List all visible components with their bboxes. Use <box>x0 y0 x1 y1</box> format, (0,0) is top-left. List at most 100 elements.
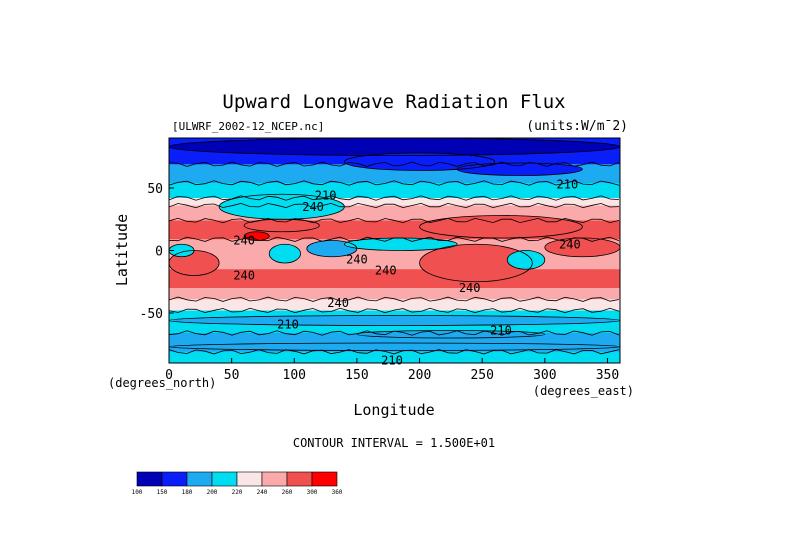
latitude-band <box>169 355 620 360</box>
contour-label: 240 <box>375 264 397 278</box>
contour-line <box>169 307 620 314</box>
units-label: (units:W/m¯2) <box>526 119 628 134</box>
x-tick-label: 0 <box>165 368 173 383</box>
contour-ring <box>306 240 358 258</box>
latitude-band <box>169 258 620 263</box>
contour-label: 210 <box>381 354 403 368</box>
anomaly-region <box>419 215 583 238</box>
colorbar-tick-label: 260 <box>282 489 293 496</box>
contour-ring <box>419 243 533 283</box>
anomaly-region <box>169 315 620 326</box>
colorbar-swatch <box>136 471 163 487</box>
latitude-band <box>169 254 620 259</box>
colorbar-swatch <box>286 471 313 487</box>
latitude-band <box>169 273 620 278</box>
latitude-band <box>169 306 620 312</box>
contour-line <box>169 349 620 355</box>
latitude-band <box>169 288 620 293</box>
x-tick-label: 100 <box>283 368 306 383</box>
colorbar-swatch <box>186 471 213 487</box>
latitude-band <box>169 228 620 233</box>
contour-line <box>169 180 620 186</box>
latitude-band <box>169 265 620 270</box>
contour-ring <box>243 231 270 241</box>
source-label: [ULWRF_2002-12_NCEP.nc] <box>172 120 324 133</box>
y-tick-label: -50 <box>140 307 163 322</box>
y-axis-label: Latitude <box>113 214 131 286</box>
latitude-band <box>169 183 620 188</box>
contour-label: 210 <box>277 317 299 331</box>
contour-line <box>169 161 620 167</box>
contour-label: 240 <box>233 269 255 283</box>
latitude-band <box>169 231 620 237</box>
latitude-band <box>169 325 620 330</box>
contour-label: 240 <box>559 237 581 251</box>
latitude-band <box>169 261 620 267</box>
colorbar-swatch <box>211 471 238 487</box>
anomaly-region <box>344 238 458 251</box>
anomaly-region <box>269 244 301 263</box>
anomaly-region <box>169 138 620 156</box>
latitude-band <box>169 284 620 289</box>
latitude-band <box>169 291 620 297</box>
colorbar-swatch <box>311 471 338 487</box>
latitude-band <box>169 175 620 180</box>
latitude-band <box>169 269 620 274</box>
contour-label: 210 <box>315 189 337 203</box>
contour-line <box>169 195 620 201</box>
contour-label: 240 <box>233 234 255 248</box>
contour-line <box>169 330 620 336</box>
regional-anomalies <box>169 138 620 351</box>
y-tick-label: 0 <box>155 245 163 260</box>
latitude-band <box>169 213 620 218</box>
x-tick-label: 250 <box>470 368 493 383</box>
latitude-band <box>169 205 620 210</box>
colorbar-swatch <box>161 471 188 487</box>
colorbar: 100 150 180 200 220 240 260 300 360 <box>132 471 343 496</box>
y-axis-ticks: 50 0 -50 <box>140 182 174 322</box>
contour-line <box>169 236 620 242</box>
anomaly-region <box>244 231 270 241</box>
anomaly-region <box>169 343 620 351</box>
colorbar-tick-label: 180 <box>182 489 193 496</box>
anomaly-region <box>169 244 195 257</box>
latitude-band <box>169 201 620 207</box>
contour-label: 240 <box>459 281 481 295</box>
colorbar-tick-label: 220 <box>232 489 243 496</box>
x-tick-label: 200 <box>408 368 431 383</box>
latitude-band <box>169 190 620 195</box>
latitude-band <box>169 186 620 192</box>
anomaly-region <box>457 163 583 176</box>
latitude-band <box>169 171 620 177</box>
x-tick-label: 50 <box>224 368 240 383</box>
latitude-band <box>169 250 620 255</box>
contour-lines <box>169 138 620 355</box>
y-units-label: (degrees_north) <box>108 376 216 390</box>
contour-ring <box>169 243 195 258</box>
anomaly-region <box>244 219 320 232</box>
x-tick-label: 300 <box>533 368 556 383</box>
latitude-band <box>169 303 620 308</box>
chart-title: Upward Longwave Radiation Flux <box>222 91 565 113</box>
colorbar-tick-label: 200 <box>207 489 218 496</box>
contour-ring <box>243 218 320 233</box>
latitude-band <box>169 310 620 315</box>
latitude-band <box>169 280 620 285</box>
anomaly-region <box>419 244 533 282</box>
contour-ring <box>169 138 620 156</box>
contour-line <box>169 202 620 209</box>
anomaly-region <box>507 250 545 270</box>
latitude-band <box>169 220 620 225</box>
contour-interval-label: CONTOUR INTERVAL = 1.500E+01 <box>293 436 495 450</box>
contour-ring <box>456 162 583 176</box>
contour-ring <box>356 330 546 339</box>
contour-ring <box>169 342 620 351</box>
latitude-band <box>169 295 620 300</box>
contour-label: 240 <box>302 200 324 214</box>
y-tick-label: 50 <box>147 182 163 197</box>
contour-ring <box>506 250 546 270</box>
colorbar-swatch <box>236 471 263 487</box>
x-axis-ticks: 0 50 100 150 200 250 300 350 <box>165 358 619 383</box>
